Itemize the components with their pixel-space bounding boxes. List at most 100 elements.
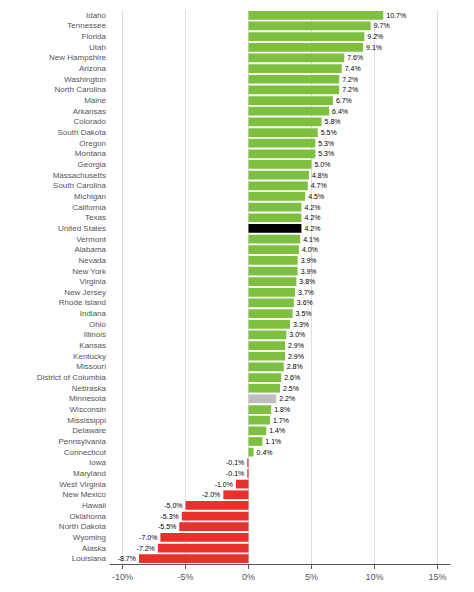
svg-text:West Virginia: West Virginia bbox=[59, 480, 106, 489]
svg-text:Georgia: Georgia bbox=[78, 160, 107, 169]
svg-text:Massachusetts: Massachusetts bbox=[53, 171, 106, 180]
svg-text:Missouri: Missouri bbox=[76, 362, 106, 371]
svg-text:Tennessee: Tennessee bbox=[67, 21, 106, 30]
svg-text:9.2%: 9.2% bbox=[367, 33, 383, 40]
svg-text:1.1%: 1.1% bbox=[265, 438, 281, 445]
svg-text:Oregon: Oregon bbox=[79, 139, 106, 148]
svg-text:North Dakota: North Dakota bbox=[59, 522, 107, 531]
svg-text:3.5%: 3.5% bbox=[296, 310, 312, 317]
svg-text:4.2%: 4.2% bbox=[304, 204, 320, 211]
svg-text:Kansas: Kansas bbox=[79, 341, 106, 350]
svg-text:3.9%: 3.9% bbox=[301, 268, 317, 275]
svg-text:9.7%: 9.7% bbox=[374, 22, 390, 29]
svg-text:Texas: Texas bbox=[85, 213, 106, 222]
svg-text:-2.0%: -2.0% bbox=[202, 491, 220, 498]
svg-text:0.4%: 0.4% bbox=[257, 449, 273, 456]
svg-text:7.6%: 7.6% bbox=[347, 54, 363, 61]
svg-text:New York: New York bbox=[72, 267, 107, 276]
svg-text:2.9%: 2.9% bbox=[288, 342, 304, 349]
svg-text:7.2%: 7.2% bbox=[342, 76, 358, 83]
svg-text:Wyoming: Wyoming bbox=[73, 533, 106, 542]
svg-text:New Jersey: New Jersey bbox=[64, 288, 106, 297]
svg-text:3.8%: 3.8% bbox=[299, 278, 315, 285]
svg-text:Maryland: Maryland bbox=[73, 469, 106, 478]
svg-text:Vermont: Vermont bbox=[76, 235, 107, 244]
svg-text:1.7%: 1.7% bbox=[273, 417, 289, 424]
svg-text:-1.0%: -1.0% bbox=[215, 481, 233, 488]
svg-text:Virginia: Virginia bbox=[79, 277, 106, 286]
svg-text:3.0%: 3.0% bbox=[289, 331, 305, 338]
svg-text:Mississippi: Mississippi bbox=[67, 416, 106, 425]
svg-text:South Carolina: South Carolina bbox=[53, 181, 106, 190]
svg-text:Nevada: Nevada bbox=[78, 256, 106, 265]
svg-text:4.0%: 4.0% bbox=[302, 246, 318, 253]
svg-text:4.8%: 4.8% bbox=[312, 172, 328, 179]
svg-text:California: California bbox=[72, 203, 106, 212]
svg-text:Pennsylvania: Pennsylvania bbox=[58, 437, 106, 446]
svg-text:-0.1%: -0.1% bbox=[226, 470, 244, 477]
svg-text:-5%: -5% bbox=[178, 572, 194, 582]
svg-text:District of Columbia: District of Columbia bbox=[37, 373, 107, 382]
svg-text:-7.2%: -7.2% bbox=[137, 545, 155, 552]
svg-text:1.8%: 1.8% bbox=[274, 406, 290, 413]
svg-text:Illinois: Illinois bbox=[84, 330, 106, 339]
svg-text:Connecticut: Connecticut bbox=[64, 448, 107, 457]
svg-text:0%: 0% bbox=[242, 572, 255, 582]
svg-text:5.0%: 5.0% bbox=[314, 161, 330, 168]
svg-text:Utah: Utah bbox=[89, 43, 106, 52]
svg-text:Idaho: Idaho bbox=[86, 11, 107, 20]
svg-text:Hawaii: Hawaii bbox=[82, 501, 106, 510]
svg-text:2.5%: 2.5% bbox=[283, 385, 299, 392]
svg-text:2.8%: 2.8% bbox=[287, 363, 303, 370]
svg-text:Ohio: Ohio bbox=[89, 320, 106, 329]
svg-text:Minnesota: Minnesota bbox=[69, 394, 106, 403]
svg-text:-8.7%: -8.7% bbox=[118, 555, 136, 562]
svg-text:6.4%: 6.4% bbox=[332, 108, 348, 115]
svg-text:9.1%: 9.1% bbox=[366, 44, 382, 51]
svg-text:-0.1%: -0.1% bbox=[226, 459, 244, 466]
svg-text:Indiana: Indiana bbox=[80, 309, 107, 318]
svg-text:Colorado: Colorado bbox=[74, 117, 107, 126]
svg-text:6.7%: 6.7% bbox=[336, 97, 352, 104]
svg-text:Louisiana: Louisiana bbox=[72, 554, 107, 563]
svg-text:-5.0%: -5.0% bbox=[164, 502, 182, 509]
svg-text:2.9%: 2.9% bbox=[288, 353, 304, 360]
svg-text:10.7%: 10.7% bbox=[386, 12, 406, 19]
svg-text:Arkansas: Arkansas bbox=[73, 107, 106, 116]
svg-text:4.5%: 4.5% bbox=[308, 193, 324, 200]
svg-text:4.1%: 4.1% bbox=[303, 236, 319, 243]
svg-text:-10%: -10% bbox=[112, 572, 133, 582]
svg-text:1.4%: 1.4% bbox=[269, 427, 285, 434]
svg-text:South Dakota: South Dakota bbox=[58, 128, 107, 137]
svg-text:3.6%: 3.6% bbox=[297, 299, 313, 306]
svg-text:7.4%: 7.4% bbox=[345, 65, 361, 72]
svg-text:Maine: Maine bbox=[84, 96, 106, 105]
svg-text:5.3%: 5.3% bbox=[318, 150, 334, 157]
svg-text:Michigan: Michigan bbox=[74, 192, 106, 201]
svg-text:3.3%: 3.3% bbox=[293, 321, 309, 328]
svg-text:Florida: Florida bbox=[82, 32, 107, 41]
svg-text:United States: United States bbox=[58, 224, 106, 233]
svg-text:Delaware: Delaware bbox=[72, 426, 106, 435]
svg-text:4.2%: 4.2% bbox=[304, 225, 320, 232]
svg-text:5%: 5% bbox=[305, 572, 318, 582]
svg-text:Wisconsin: Wisconsin bbox=[70, 405, 106, 414]
svg-text:5.5%: 5.5% bbox=[321, 129, 337, 136]
svg-text:3.7%: 3.7% bbox=[298, 289, 314, 296]
svg-text:Iowa: Iowa bbox=[89, 458, 106, 467]
svg-text:10%: 10% bbox=[365, 572, 383, 582]
svg-text:3.9%: 3.9% bbox=[301, 257, 317, 264]
svg-text:15%: 15% bbox=[428, 572, 446, 582]
svg-text:5.3%: 5.3% bbox=[318, 140, 334, 147]
svg-text:Oklahoma: Oklahoma bbox=[70, 512, 107, 521]
svg-text:New Mexico: New Mexico bbox=[62, 490, 106, 499]
svg-text:4.7%: 4.7% bbox=[311, 182, 327, 189]
svg-text:-5.3%: -5.3% bbox=[160, 513, 178, 520]
svg-text:Nebraska: Nebraska bbox=[72, 384, 107, 393]
svg-text:Kentucky: Kentucky bbox=[73, 352, 106, 361]
svg-text:Rhode Island: Rhode Island bbox=[59, 298, 106, 307]
svg-text:Alabama: Alabama bbox=[74, 245, 106, 254]
svg-text:Arizona: Arizona bbox=[79, 64, 107, 73]
svg-text:2.6%: 2.6% bbox=[284, 374, 300, 381]
svg-text:Montana: Montana bbox=[75, 149, 107, 158]
